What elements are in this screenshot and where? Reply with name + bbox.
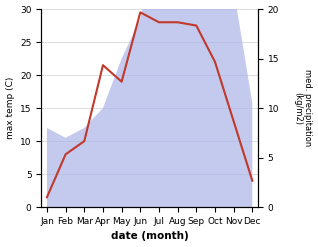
X-axis label: date (month): date (month) bbox=[111, 231, 189, 242]
Y-axis label: max temp (C): max temp (C) bbox=[5, 77, 15, 139]
Y-axis label: med. precipitation
(kg/m2): med. precipitation (kg/m2) bbox=[293, 69, 313, 147]
